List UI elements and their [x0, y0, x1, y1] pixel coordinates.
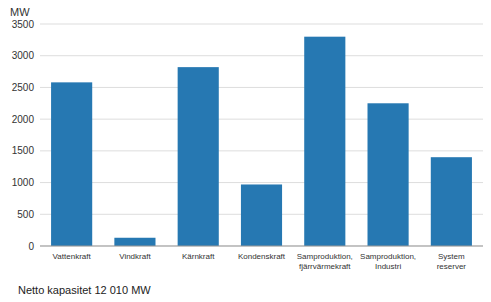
y-tick-label: 3500	[12, 19, 35, 30]
bars	[51, 37, 472, 246]
grid-line	[40, 24, 483, 25]
x-tick-label: Kärnkraft	[182, 252, 215, 261]
bar	[114, 238, 155, 246]
x-tick-label-line: Vindkraft	[119, 252, 151, 261]
y-tick-label: 0	[28, 241, 34, 252]
x-tick-label: Systemreserver	[437, 252, 467, 271]
grid-line	[40, 119, 483, 120]
chart-container: 0500100015002000250030003500VattenkraftV…	[0, 0, 491, 302]
footnote: Netto kapasitet 12 010 MW	[18, 284, 151, 296]
x-tick-label-line: Samproduktion,	[360, 252, 416, 261]
y-tick-label: 2500	[12, 82, 35, 93]
x-tick-label: Kondenskraft	[238, 252, 286, 261]
x-tick-label-line: Kondenskraft	[238, 252, 286, 261]
x-tick-label-line: Kärnkraft	[182, 252, 215, 261]
x-ticks: Vattenkraft Vindkraft Kärnkraft Kondenskraf…	[53, 252, 467, 271]
grid-line	[40, 246, 483, 247]
y-ticks: 0 500 1000 1500 2000 2500 3000 3500	[12, 19, 35, 252]
bar	[241, 184, 282, 246]
y-tick-label: 1000	[12, 177, 35, 188]
y-tick-label: 3000	[12, 50, 35, 61]
bar	[368, 103, 409, 246]
y-tick-label: 1500	[12, 145, 35, 156]
bar	[431, 157, 472, 246]
x-tick-label: Vindkraft	[119, 252, 151, 261]
y-axis-label: MW	[10, 6, 30, 18]
x-tick-label-line: reserver	[437, 262, 467, 271]
bar	[304, 37, 345, 246]
x-tick-label-line: Vattenkraft	[53, 252, 92, 261]
grid-line	[40, 87, 483, 88]
grid-line	[40, 182, 483, 183]
chart-svg: 0500100015002000250030003500VattenkraftV…	[0, 0, 491, 302]
grid-line	[40, 55, 483, 56]
y-grid	[40, 24, 483, 246]
bar	[178, 67, 219, 246]
x-tick-label-line: Industri	[375, 262, 401, 271]
grid-line	[40, 150, 483, 151]
x-tick-label-line: System	[438, 252, 465, 261]
y-tick-label: 2000	[12, 114, 35, 125]
y-tick-label: 500	[17, 209, 34, 220]
x-tick-label-line: fjärrvärmekraft	[299, 262, 351, 271]
x-tick-label: Samproduktion,fjärrvärmekraft	[297, 252, 353, 271]
bar	[51, 82, 92, 246]
x-axis-line	[40, 246, 483, 247]
x-tick-label: Vattenkraft	[53, 252, 92, 261]
x-tick-label: Samproduktion,Industri	[360, 252, 416, 271]
x-tick-label-line: Samproduktion,	[297, 252, 353, 261]
